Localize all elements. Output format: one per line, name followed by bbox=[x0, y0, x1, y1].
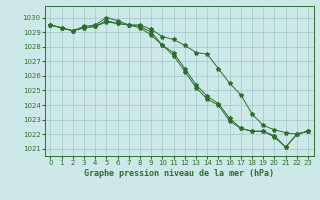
X-axis label: Graphe pression niveau de la mer (hPa): Graphe pression niveau de la mer (hPa) bbox=[84, 169, 274, 178]
